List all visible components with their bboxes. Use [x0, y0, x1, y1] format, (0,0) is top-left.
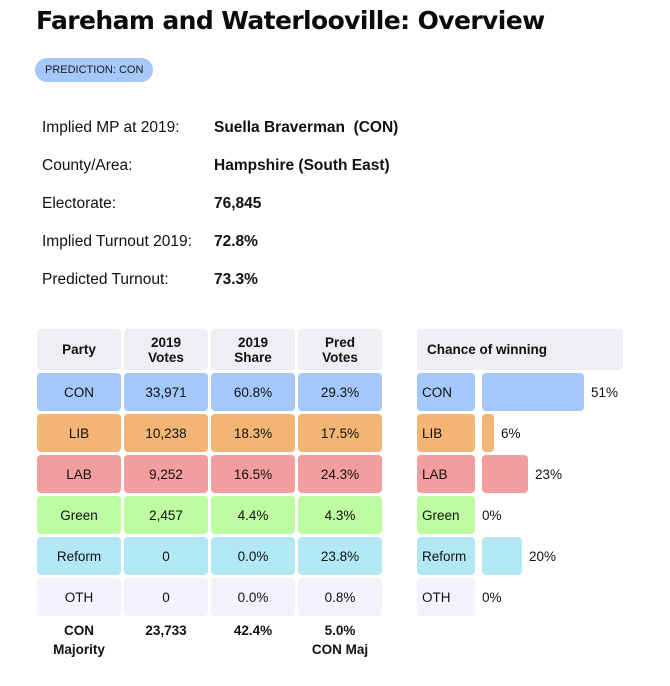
header-2019-share: 2019 Share [211, 329, 295, 370]
table-row: Green 2,457 4.4% 4.3% [37, 496, 385, 534]
results-table-header: Party 2019 Votes 2019 Share Pred Votes [37, 329, 385, 370]
chance-bar [482, 373, 584, 411]
chance-party-label: Reform [417, 537, 475, 575]
cell-pred-votes: 4.3% [298, 496, 382, 534]
cell-2019-share: 0.0% [211, 578, 295, 616]
chance-of-winning-title: Chance of winning [417, 329, 623, 370]
table-row: CON 33,971 60.8% 29.3% [37, 373, 385, 411]
info-value: 72.8% [214, 233, 258, 250]
header-text: 2019 Share [234, 334, 272, 365]
chance-party-label: CON [417, 373, 475, 411]
info-value: 76,845 [214, 195, 262, 212]
header-text: Pred Votes [322, 334, 358, 365]
cell-pred-votes: 23.8% [298, 537, 382, 575]
cell-2019-votes: 9,252 [124, 455, 208, 493]
cell-2019-votes: 2,457 [124, 496, 208, 534]
chance-percent-label: 0% [482, 507, 502, 523]
cell-party: LIB [37, 414, 121, 452]
cell-2019-votes: 33,971 [124, 373, 208, 411]
cell-pred-votes: 17.5% [298, 414, 382, 452]
footer-pred-majority: 5.0% CON Maj [311, 623, 369, 657]
cell-2019-share: 4.4% [211, 496, 295, 534]
header-text: 2019 Votes [148, 334, 184, 365]
footer-majority-share: 42.4% [233, 623, 273, 638]
info-label: Predicted Turnout: [42, 271, 169, 288]
chance-percent-label: 51% [591, 384, 619, 400]
table-row: LIB 10,238 18.3% 17.5% [37, 414, 385, 452]
cell-2019-share: 18.3% [211, 414, 295, 452]
info-label: County/Area: [42, 157, 133, 174]
info-value: Suella Braverman (CON) [214, 119, 399, 136]
cell-party: Reform [37, 537, 121, 575]
cell-2019-votes: 10,238 [124, 414, 208, 452]
chance-percent-label: 20% [529, 548, 557, 564]
cell-party: Green [37, 496, 121, 534]
chance-percent-label: 6% [501, 425, 521, 441]
cell-2019-share: 0.0% [211, 537, 295, 575]
chance-of-winning-panel: Chance of winning CON 51% LIB 6% LAB 23% Green… [417, 329, 623, 619]
header-2019-votes: 2019 Votes [124, 329, 208, 370]
chance-party-label: LIB [417, 414, 475, 452]
chance-percent-label: 0% [482, 589, 502, 605]
info-label: Implied MP at 2019: [42, 119, 180, 136]
cell-pred-votes: 24.3% [298, 455, 382, 493]
footer-majority-votes: 23,733 [145, 623, 187, 638]
chance-bar [482, 455, 528, 493]
table-row: LAB 9,252 16.5% 24.3% [37, 455, 385, 493]
table-row: OTH 0 0.0% 0.8% [37, 578, 385, 616]
chance-row: Green 0% [417, 496, 623, 534]
chance-party-label: OTH [417, 578, 475, 616]
table-row: Reform 0 0.0% 23.8% [37, 537, 385, 575]
chance-percent-label: 23% [535, 466, 563, 482]
cell-2019-share: 16.5% [211, 455, 295, 493]
chance-bar [482, 414, 494, 452]
info-value: Hampshire (South East) [214, 157, 390, 174]
chance-party-label: LAB [417, 455, 475, 493]
chance-row: LAB 23% [417, 455, 623, 493]
results-table-footer: CON Majority 23,733 42.4% 5.0% CON Maj [37, 619, 385, 663]
chance-row: LIB 6% [417, 414, 623, 452]
chance-party-label: Green [417, 496, 475, 534]
cell-pred-votes: 0.8% [298, 578, 382, 616]
chance-row: Reform 20% [417, 537, 623, 575]
cell-2019-share: 60.8% [211, 373, 295, 411]
chance-row: CON 51% [417, 373, 623, 411]
cell-party: OTH [37, 578, 121, 616]
results-table: Party 2019 Votes 2019 Share Pred Votes CON 3… [37, 329, 385, 666]
header-party: Party [37, 329, 121, 370]
cell-2019-votes: 0 [124, 537, 208, 575]
header-text: Party [62, 342, 96, 357]
header-pred-votes: Pred Votes [298, 329, 382, 370]
footer-majority-label: CON Majority [53, 623, 105, 657]
info-label: Electorate: [42, 195, 117, 212]
chance-of-winning-bars: CON 51% LIB 6% LAB 23% Green 0% Reform 20% OTH 0% [417, 373, 623, 616]
chance-bar [482, 537, 522, 575]
page-title: Fareham and Waterlooville: Overview [36, 6, 545, 35]
prediction-badge: PREDICTION: CON [35, 58, 154, 82]
info-label: Implied Turnout 2019: [42, 233, 192, 250]
chance-row: OTH 0% [417, 578, 623, 616]
cell-party: LAB [37, 455, 121, 493]
cell-pred-votes: 29.3% [298, 373, 382, 411]
results-table-body: CON 33,971 60.8% 29.3% LIB 10,238 18.3% 17.5% LA… [37, 373, 385, 616]
info-value: 73.3% [214, 271, 258, 288]
cell-2019-votes: 0 [124, 578, 208, 616]
cell-party: CON [37, 373, 121, 411]
